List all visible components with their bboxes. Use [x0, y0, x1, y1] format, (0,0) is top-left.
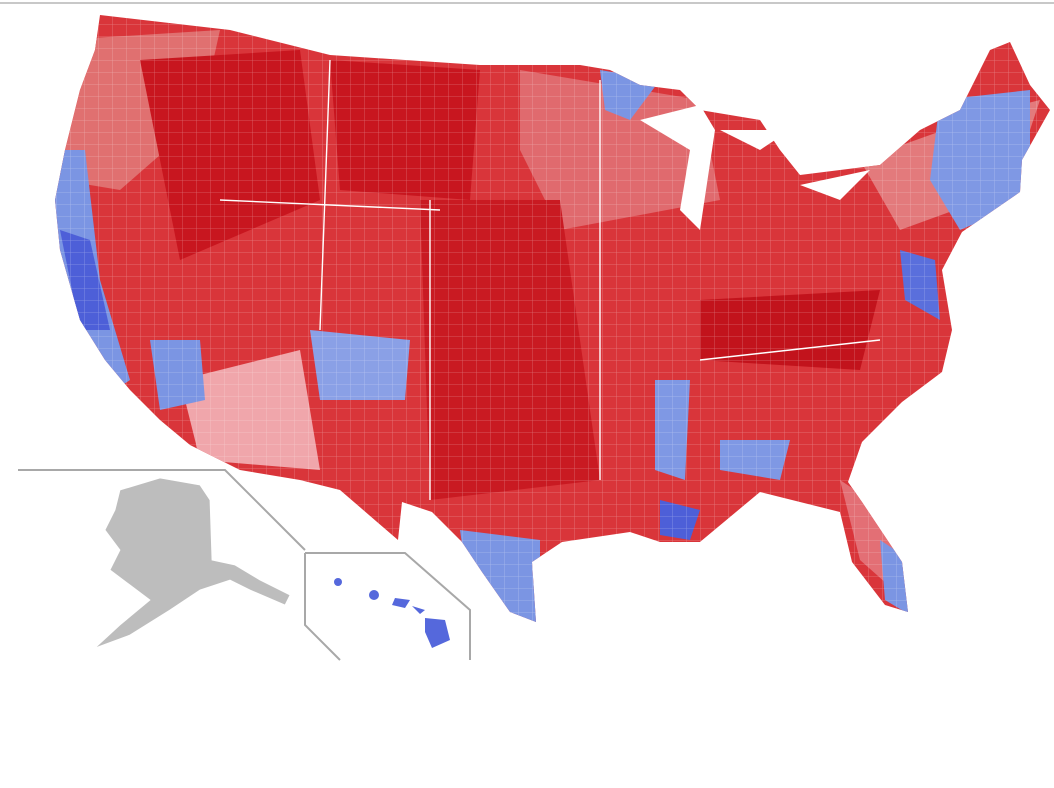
island: [425, 618, 450, 648]
inset-frame: [304, 553, 341, 661]
contiguous-states: [55, 15, 1050, 622]
island: [412, 606, 425, 614]
inset-frame: [305, 552, 471, 660]
alaska: [94, 477, 291, 649]
state-borders: [219, 59, 881, 500]
island: [392, 598, 410, 608]
hawaii: [334, 578, 450, 648]
island: [369, 590, 379, 600]
inset-frame: [18, 469, 306, 551]
island: [334, 578, 342, 586]
great-lakes: [640, 105, 715, 230]
great-lakes: [720, 130, 790, 150]
great-lakes: [800, 170, 870, 200]
